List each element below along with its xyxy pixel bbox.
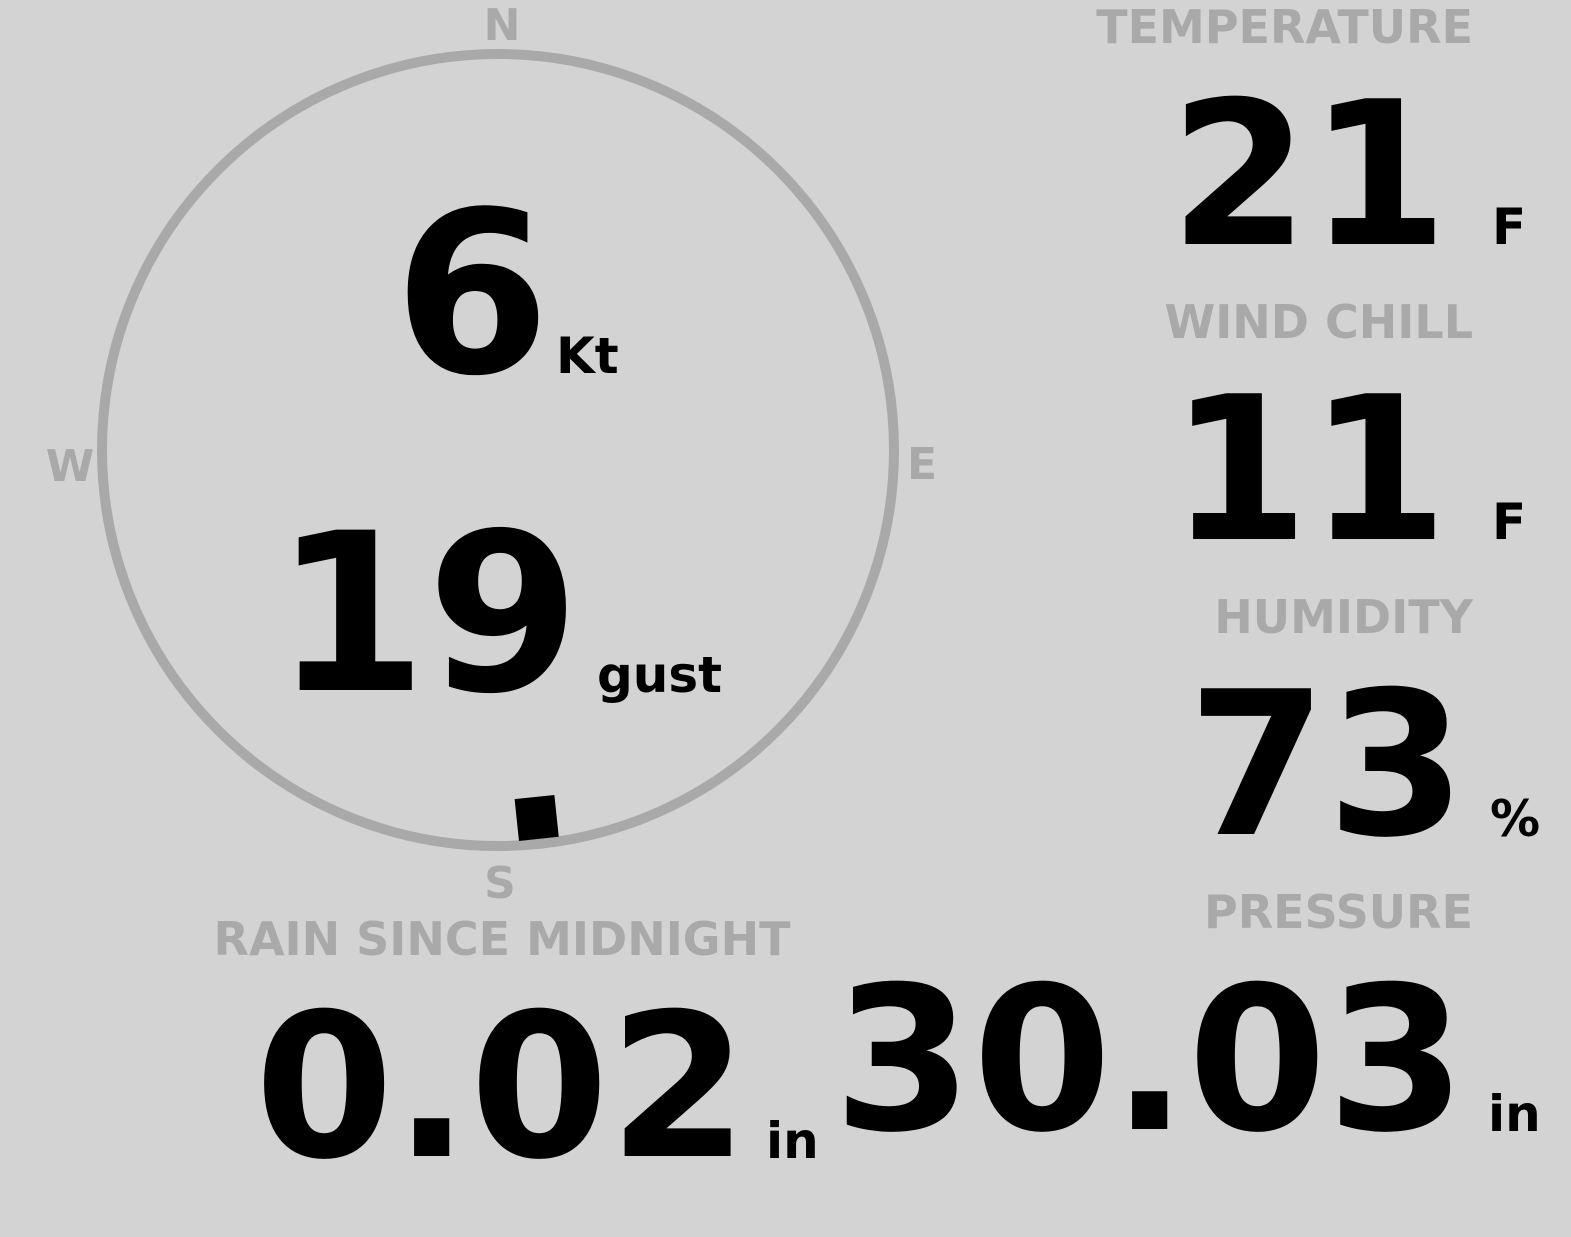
wind-chill-panel: WIND CHILL 11 F (1164, 295, 1526, 587)
pressure-panel: PRESSURE 30.03 in (833, 885, 1540, 1177)
temperature-panel: TEMPERATURE 21 F (1096, 0, 1526, 292)
compass: N S E W 6 Kt 19 gust (46, 0, 937, 909)
wind-direction-marker (514, 794, 559, 841)
rain-unit: in (766, 1112, 819, 1170)
humidity-unit: % (1490, 790, 1540, 848)
rain-value: 0.02 (255, 971, 748, 1204)
wind-chill-label: WIND CHILL (1164, 295, 1473, 349)
pressure-unit: in (1488, 1085, 1541, 1143)
wind-speed-value: 6 (394, 164, 551, 426)
compass-west-label: W (46, 441, 95, 492)
compass-ring (97, 49, 899, 851)
humidity-label: HUMIDITY (1214, 590, 1473, 644)
pressure-value: 30.03 (833, 944, 1466, 1177)
compass-north-label: N (484, 0, 521, 51)
humidity-value: 73 (1188, 649, 1466, 882)
compass-south-label: S (484, 858, 516, 909)
compass-east-label: E (907, 439, 937, 490)
gust-label: gust (597, 646, 722, 704)
rain-panel: RAIN SINCE MIDNIGHT 0.02 in (214, 912, 819, 1204)
wind-chill-unit: F (1492, 493, 1526, 551)
temperature-value: 21 (1170, 59, 1448, 292)
humidity-panel: HUMIDITY 73 % (1188, 590, 1540, 882)
temperature-label: TEMPERATURE (1096, 0, 1473, 54)
wind-chill-value: 11 (1170, 354, 1448, 587)
gust-value: 19 (274, 486, 580, 742)
rain-label: RAIN SINCE MIDNIGHT (214, 912, 792, 966)
pressure-label: PRESSURE (1204, 885, 1473, 939)
temperature-unit: F (1492, 198, 1526, 256)
wind-speed-unit: Kt (556, 327, 619, 385)
